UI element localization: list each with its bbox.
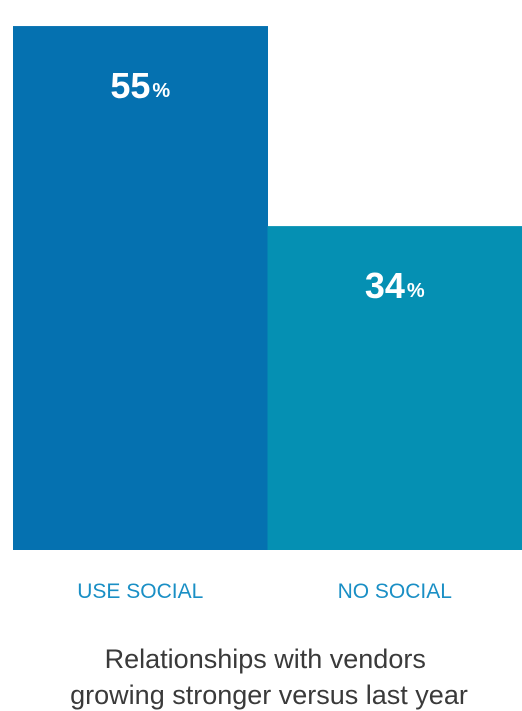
value-label-no-social: 34% — [365, 265, 425, 306]
value-labels-group: 55 %34% — [110, 65, 425, 306]
value-label-use-social: 55% — [110, 65, 170, 106]
value-unit: % — [152, 80, 170, 102]
value-unit: % — [407, 280, 425, 302]
chart-caption: Relationships with vendors growing stron… — [70, 644, 468, 710]
bars-group — [13, 26, 522, 551]
category-label-use-social: USE SOCIAL — [77, 580, 203, 603]
value-number: 55 — [110, 65, 150, 106]
category-label-no-social: NO SOCIAL — [338, 580, 452, 603]
caption-line-1: Relationships with vendors — [105, 644, 426, 674]
caption-line-2: growing stronger versus last year — [70, 680, 468, 710]
value-number: 34 — [365, 265, 405, 306]
bar-use-social — [13, 26, 268, 551]
category-labels-group: USE SOCIAL NO SOCIAL — [77, 580, 452, 603]
bar-no-social — [267, 226, 522, 550]
